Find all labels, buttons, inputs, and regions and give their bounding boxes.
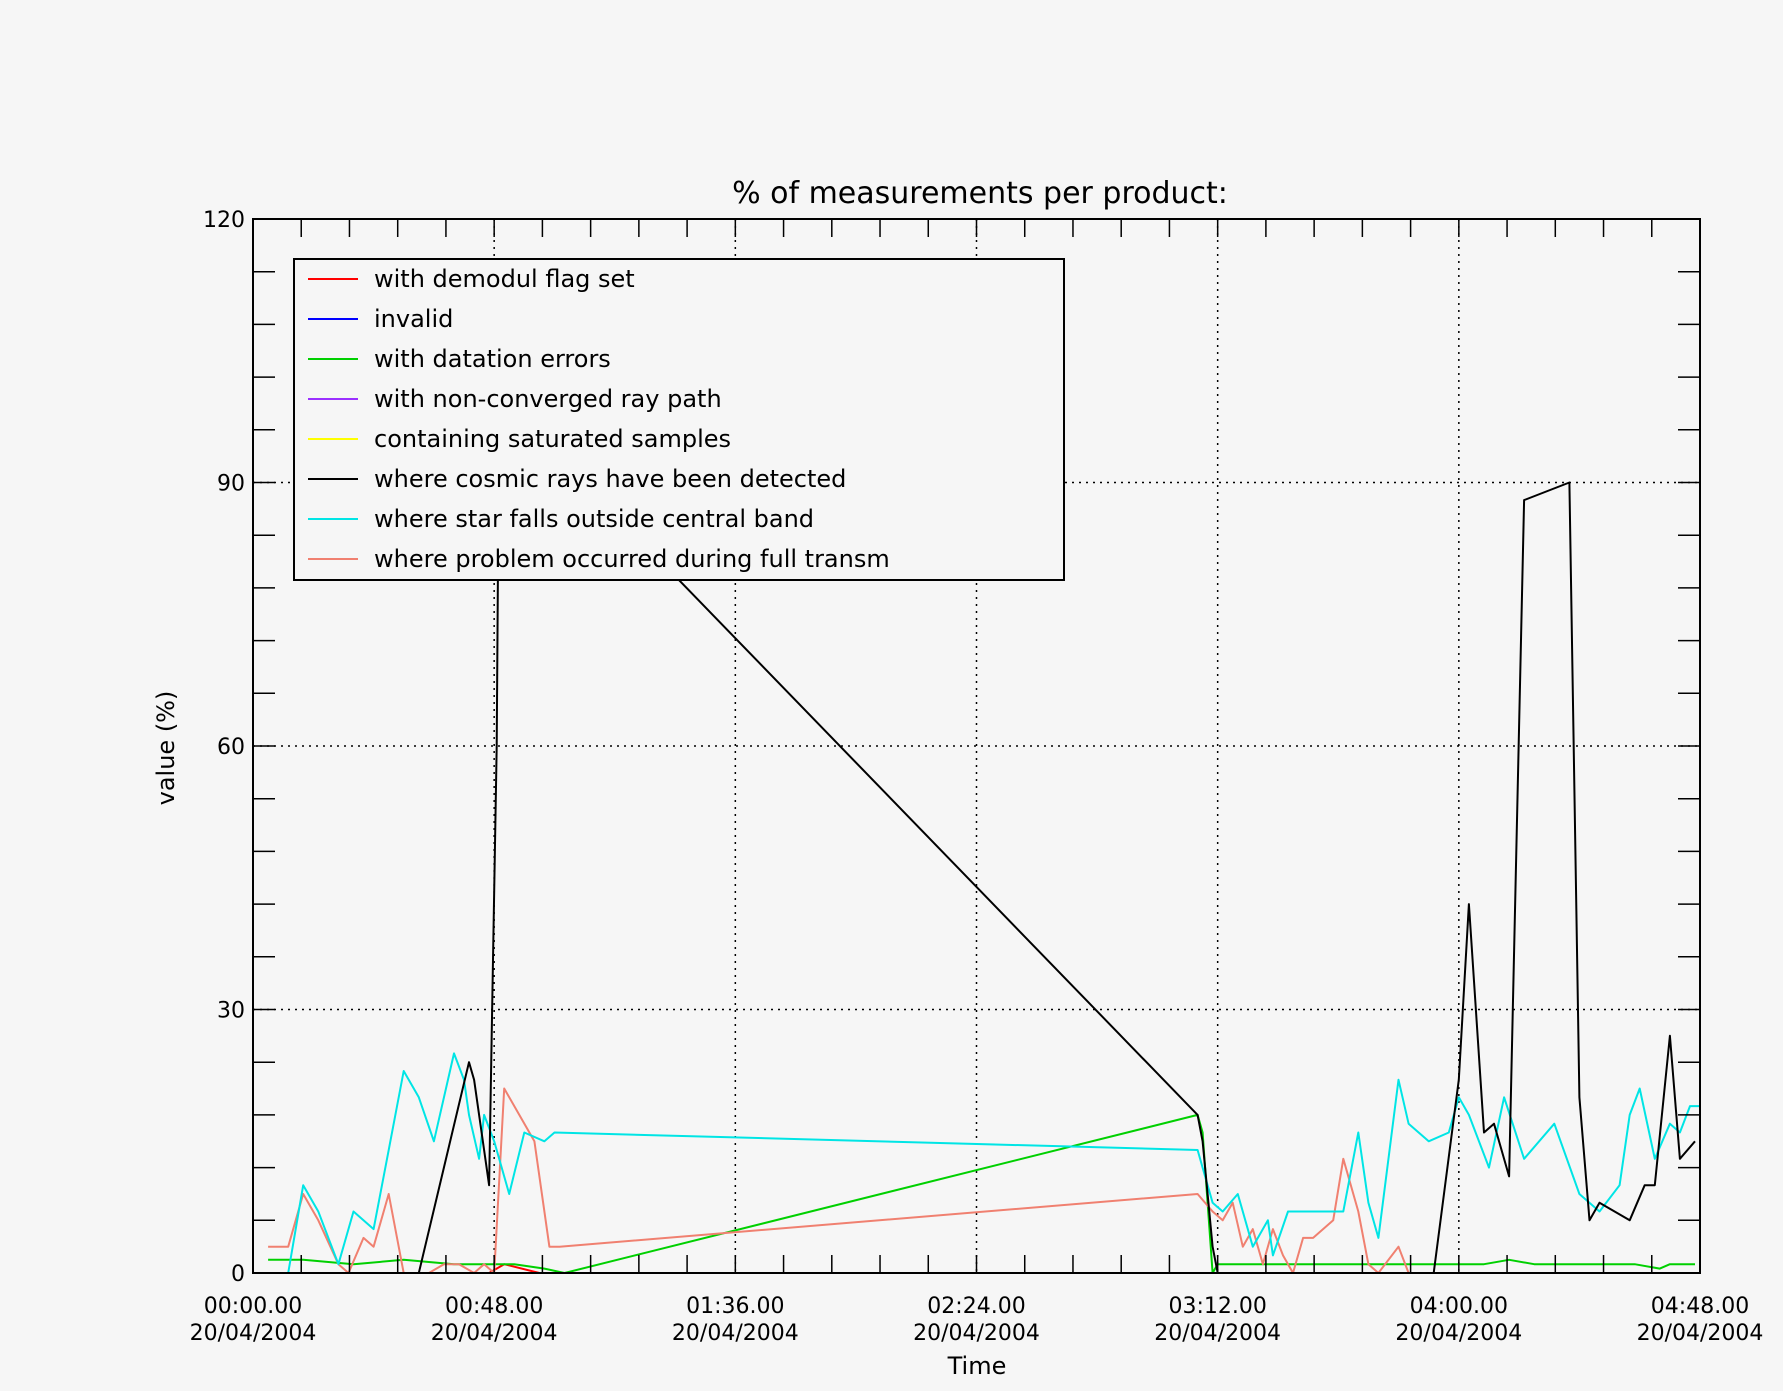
x-tick-label-time: 01:36.00 xyxy=(686,1294,784,1319)
x-tick-label-time: 04:48.00 xyxy=(1651,1294,1749,1319)
y-tick-label: 0 xyxy=(231,1262,245,1287)
series-line-6 xyxy=(268,1052,1700,1274)
x-tick-label-date: 20/04/2004 xyxy=(190,1321,317,1346)
x-tick-label-time: 00:00.00 xyxy=(204,1294,302,1319)
x-tick-label-date: 20/04/2004 xyxy=(431,1321,558,1346)
legend: with demodul flag set invalid with datatio… xyxy=(293,258,1065,581)
y-tick-label: 90 xyxy=(217,472,245,497)
series-line-2 xyxy=(268,1113,1695,1274)
x-tick-label-date: 20/04/2004 xyxy=(913,1321,1040,1346)
y-tick-label: 120 xyxy=(203,208,245,233)
legend-label: where star falls outside central band xyxy=(374,505,814,533)
legend-label: with datation errors xyxy=(374,345,611,373)
legend-label: with demodul flag set xyxy=(374,265,635,293)
y-axis-label: value (%) xyxy=(152,691,180,806)
legend-label: containing saturated samples xyxy=(374,425,731,453)
y-tick-label: 60 xyxy=(217,735,245,760)
legend-label: where cosmic rays have been detected xyxy=(374,465,846,493)
y-tick-label: 30 xyxy=(217,999,245,1024)
legend-label: with non-converged ray path xyxy=(374,385,722,413)
x-tick-label-time: 04:00.00 xyxy=(1410,1294,1508,1319)
x-axis-label: Time xyxy=(947,1352,1007,1380)
legend-label: invalid xyxy=(374,305,453,333)
x-tick-label-date: 20/04/2004 xyxy=(1637,1321,1764,1346)
x-tick-label-date: 20/04/2004 xyxy=(672,1321,799,1346)
tick-labels: 030609012000:00.0020/04/200400:48.0020/0… xyxy=(190,208,1764,1346)
x-tick-label-date: 20/04/2004 xyxy=(1395,1321,1522,1346)
x-tick-label-time: 03:12.00 xyxy=(1168,1294,1266,1319)
x-tick-label-date: 20/04/2004 xyxy=(1154,1321,1281,1346)
legend-label: where problem occurred during full trans… xyxy=(374,545,890,573)
x-tick-label-time: 00:48.00 xyxy=(445,1294,543,1319)
x-tick-label-time: 02:24.00 xyxy=(927,1294,1025,1319)
chart-title: % of measurements per product: xyxy=(732,176,1228,211)
legend-box xyxy=(293,258,1065,581)
axis-ticks xyxy=(252,218,1701,1274)
series-line-7 xyxy=(268,1087,1700,1274)
series-line-5 xyxy=(268,393,1696,1274)
